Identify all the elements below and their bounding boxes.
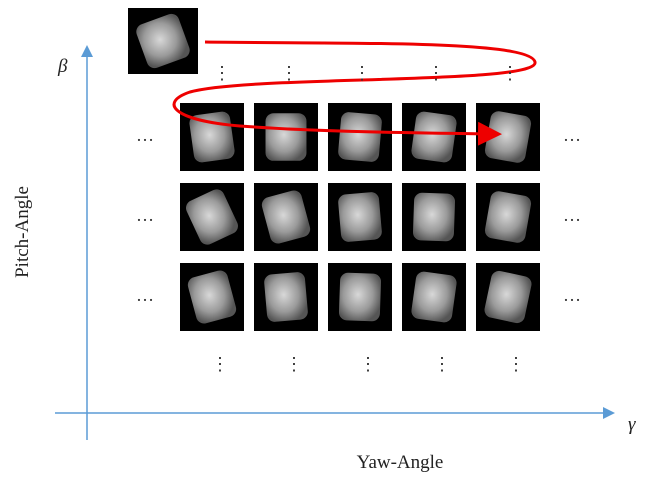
- diagram: β γ Pitch-Angle Yaw-Angle … … … … … … ⋮ ⋮ ⋮ ⋮ ⋮ ⋮ ⋮ ⋮…: [0, 0, 652, 475]
- thumbnail-object: [264, 272, 309, 323]
- x-symbol: γ: [628, 414, 636, 435]
- row-ellipsis: …: [563, 125, 581, 145]
- column-ellipsis: ⋮: [427, 63, 445, 83]
- column-ellipsis: ⋮: [359, 354, 377, 374]
- row-ellipsis: …: [136, 125, 154, 145]
- thumbnail-object: [338, 192, 383, 243]
- thumbnail-object: [338, 112, 383, 163]
- column-ellipsis: ⋮: [433, 354, 451, 374]
- column-ellipsis: ⋮: [501, 63, 519, 83]
- thumbnail-object: [410, 111, 457, 164]
- column-ellipsis: ⋮: [507, 354, 525, 374]
- x-label: Yaw-Angle: [357, 452, 444, 473]
- column-ellipsis: ⋮: [285, 354, 303, 374]
- column-ellipsis: ⋮: [211, 354, 229, 374]
- thumbnail-object: [484, 190, 533, 244]
- column-ellipsis: ⋮: [280, 63, 298, 83]
- y-label: Pitch-Angle: [12, 186, 33, 278]
- thumbnail-object: [339, 272, 382, 321]
- row-ellipsis: …: [563, 205, 581, 225]
- thumbnail-object: [266, 113, 307, 161]
- thumbnail-object: [484, 110, 533, 164]
- row-ellipsis: …: [136, 285, 154, 305]
- thumbnail-object: [410, 271, 457, 324]
- row-ellipsis: …: [136, 205, 154, 225]
- column-ellipsis: ⋮: [213, 63, 231, 83]
- y-symbol: β: [57, 56, 68, 77]
- thumbnail-object: [413, 192, 456, 241]
- row-ellipsis: …: [563, 285, 581, 305]
- column-ellipsis: ⋮: [353, 63, 371, 83]
